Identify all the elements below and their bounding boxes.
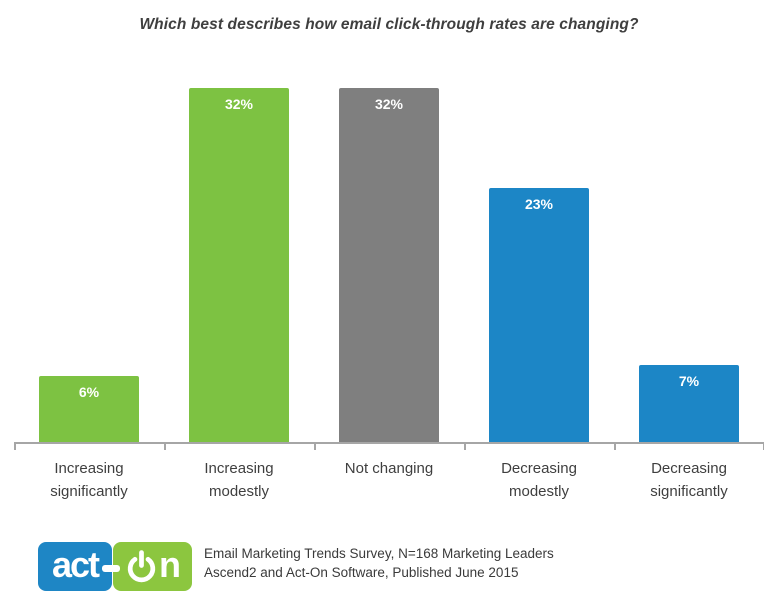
bar-value-label: 6% (78, 384, 100, 400)
bar-decreasing-significantly: 7% (639, 365, 739, 442)
category-label: Not changing (344, 460, 434, 477)
chart-title: Which best describes how email click-thr… (139, 16, 639, 33)
bar-decreasing-modestly: 23% (489, 188, 589, 442)
logo-blue-box: act (38, 542, 112, 591)
axis-tick (314, 444, 316, 450)
axis-tick (762, 444, 764, 450)
axis-tick (614, 444, 616, 450)
bar-slot: 6% (14, 82, 164, 442)
category-label: Decreasing modestly (501, 460, 577, 501)
bar-value-label: 32% (224, 96, 254, 112)
logo-text-act: act (51, 543, 100, 585)
category-label: Increasing significantly (50, 460, 128, 501)
axis-tick (464, 444, 466, 450)
footer: act n Email Marketing Trends Survey, N=1… (38, 542, 554, 591)
bar-value-label: 23% (524, 196, 554, 212)
axis-tick (14, 444, 16, 450)
bars-row: 6% 32% 32% 23% 7% (14, 82, 764, 442)
bar-increasing-significantly: 6% (39, 376, 139, 442)
bar-slot: 32% (164, 82, 314, 442)
label-slot: Increasing modestly (164, 457, 314, 504)
logo-green-box: n (113, 542, 192, 591)
logo-hyphen (102, 565, 120, 572)
label-slot: Decreasing modestly (464, 457, 614, 504)
bar-not-changing: 32% (339, 88, 439, 442)
category-label: Increasing modestly (204, 460, 274, 501)
bar-slot: 23% (464, 82, 614, 442)
caption-line-2: Ascend2 and Act-On Software, Published J… (204, 564, 519, 580)
bar-value-label: 32% (374, 96, 404, 112)
label-slot: Decreasing significantly (614, 457, 764, 504)
axis-tick (164, 444, 166, 450)
caption-line-1: Email Marketing Trends Survey, N=168 Mar… (204, 546, 554, 561)
x-axis (14, 442, 764, 450)
bar-chart: 6% 32% 32% 23% 7% (14, 82, 764, 504)
bar-slot: 32% (314, 82, 464, 442)
label-slot: Not changing (314, 457, 464, 504)
act-on-logo: act n (38, 542, 192, 591)
source-caption: Email Marketing Trends Survey, N=168 Mar… (204, 542, 554, 583)
bar-value-label: 7% (678, 373, 700, 389)
bar-increasing-modestly: 32% (189, 88, 289, 442)
bar-slot: 7% (614, 82, 764, 442)
power-icon (126, 549, 157, 584)
category-label: Decreasing significantly (650, 460, 728, 501)
category-labels-row: Increasing significantly Increasing mode… (14, 444, 764, 504)
logo-text-n: n (159, 543, 181, 585)
label-slot: Increasing significantly (14, 457, 164, 504)
